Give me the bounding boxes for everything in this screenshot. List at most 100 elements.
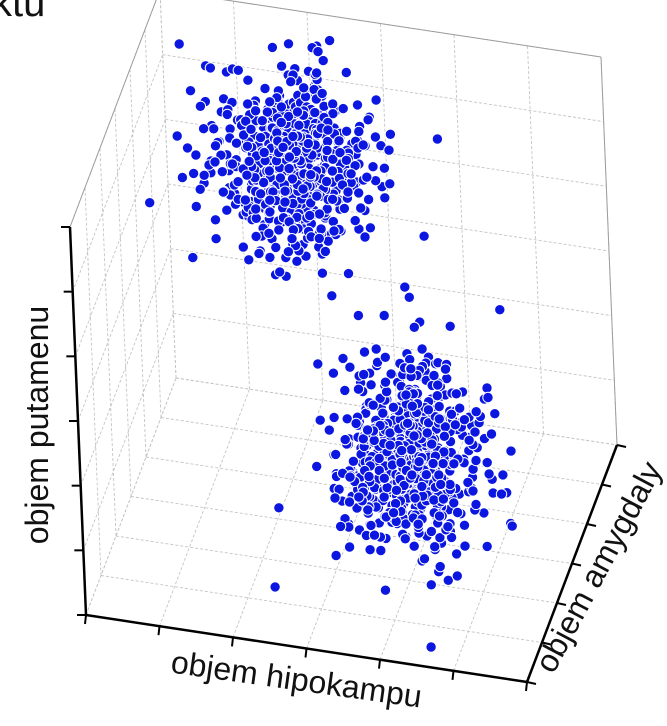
data-point	[232, 176, 244, 188]
data-point	[194, 100, 207, 113]
data-point	[401, 417, 414, 429]
data-point	[358, 368, 370, 381]
data-point	[445, 408, 458, 420]
data-point	[270, 241, 282, 254]
data-point	[327, 153, 339, 166]
grid-line	[453, 433, 544, 671]
data-point	[334, 146, 346, 159]
data-point	[495, 488, 508, 500]
data-point	[329, 492, 341, 504]
data-point	[171, 130, 183, 142]
data-point	[378, 309, 390, 322]
data-point	[181, 142, 194, 154]
y-axis-tick	[616, 444, 627, 448]
data-point	[481, 540, 493, 553]
data-point	[144, 197, 156, 209]
data-point	[353, 491, 365, 503]
data-point	[378, 491, 390, 503]
data-point	[311, 190, 323, 202]
data-point	[377, 407, 389, 419]
data-point	[326, 165, 339, 177]
data-point	[256, 115, 268, 127]
data-point	[425, 525, 438, 538]
data-point	[444, 320, 456, 332]
data-point	[405, 363, 417, 375]
data-points	[144, 34, 518, 653]
data-point	[274, 172, 287, 184]
data-point	[173, 38, 185, 50]
data-point	[313, 232, 325, 245]
data-point	[273, 224, 285, 236]
data-point	[344, 361, 356, 373]
data-point	[230, 137, 243, 149]
data-point	[351, 99, 364, 111]
y-axis-tick	[526, 681, 537, 685]
data-point	[481, 382, 493, 394]
data-point	[321, 144, 333, 157]
data-point	[350, 417, 362, 430]
data-point	[418, 553, 431, 565]
x-axis-tick	[304, 648, 308, 658]
grid-line	[115, 535, 558, 604]
data-point	[279, 196, 291, 208]
grid-line	[162, 54, 604, 123]
data-point	[282, 110, 295, 123]
data-point	[408, 430, 420, 442]
data-point	[275, 60, 288, 72]
data-point	[420, 469, 432, 481]
data-point	[190, 149, 202, 161]
data-point	[240, 115, 252, 127]
data-point	[442, 574, 454, 586]
grid-line	[175, 377, 618, 446]
data-point	[293, 119, 305, 132]
data-point	[204, 62, 217, 74]
data-point	[380, 386, 393, 398]
x-axis-tick	[378, 659, 381, 669]
data-point	[237, 241, 250, 253]
data-point	[482, 391, 494, 404]
data-point	[352, 309, 365, 322]
data-point	[412, 518, 424, 530]
grid-line	[232, 400, 324, 638]
data-point	[266, 41, 279, 54]
data-point	[313, 208, 326, 220]
data-point	[283, 151, 296, 163]
data-point	[312, 45, 324, 58]
data-point	[428, 494, 440, 506]
data-point	[357, 139, 369, 151]
data-point	[353, 125, 365, 138]
data-point	[311, 460, 323, 473]
data-point	[187, 167, 200, 180]
data-point	[439, 363, 452, 375]
data-point	[255, 188, 267, 200]
data-point	[176, 171, 189, 184]
data-point	[370, 343, 382, 355]
data-point	[330, 549, 342, 562]
data-point	[243, 155, 255, 168]
data-point	[489, 408, 501, 420]
data-point	[481, 456, 493, 469]
data-point	[399, 533, 411, 545]
grid-line	[165, 118, 607, 187]
data-point	[406, 400, 418, 412]
data-point	[253, 247, 265, 260]
data-point	[264, 206, 276, 218]
data-point	[322, 124, 334, 136]
data-point	[365, 379, 377, 391]
data-point	[263, 227, 275, 240]
data-point	[302, 137, 314, 150]
data-point	[422, 404, 435, 416]
data-point	[330, 448, 342, 461]
data-point	[264, 251, 276, 264]
data-point	[275, 101, 288, 113]
data-point	[361, 171, 373, 183]
box-edge	[69, 0, 157, 228]
data-point	[384, 439, 396, 451]
data-point	[429, 541, 441, 553]
data-point	[451, 506, 464, 519]
data-point	[400, 389, 412, 401]
data-point	[375, 544, 387, 557]
data-point	[277, 141, 289, 154]
data-point	[309, 106, 321, 119]
